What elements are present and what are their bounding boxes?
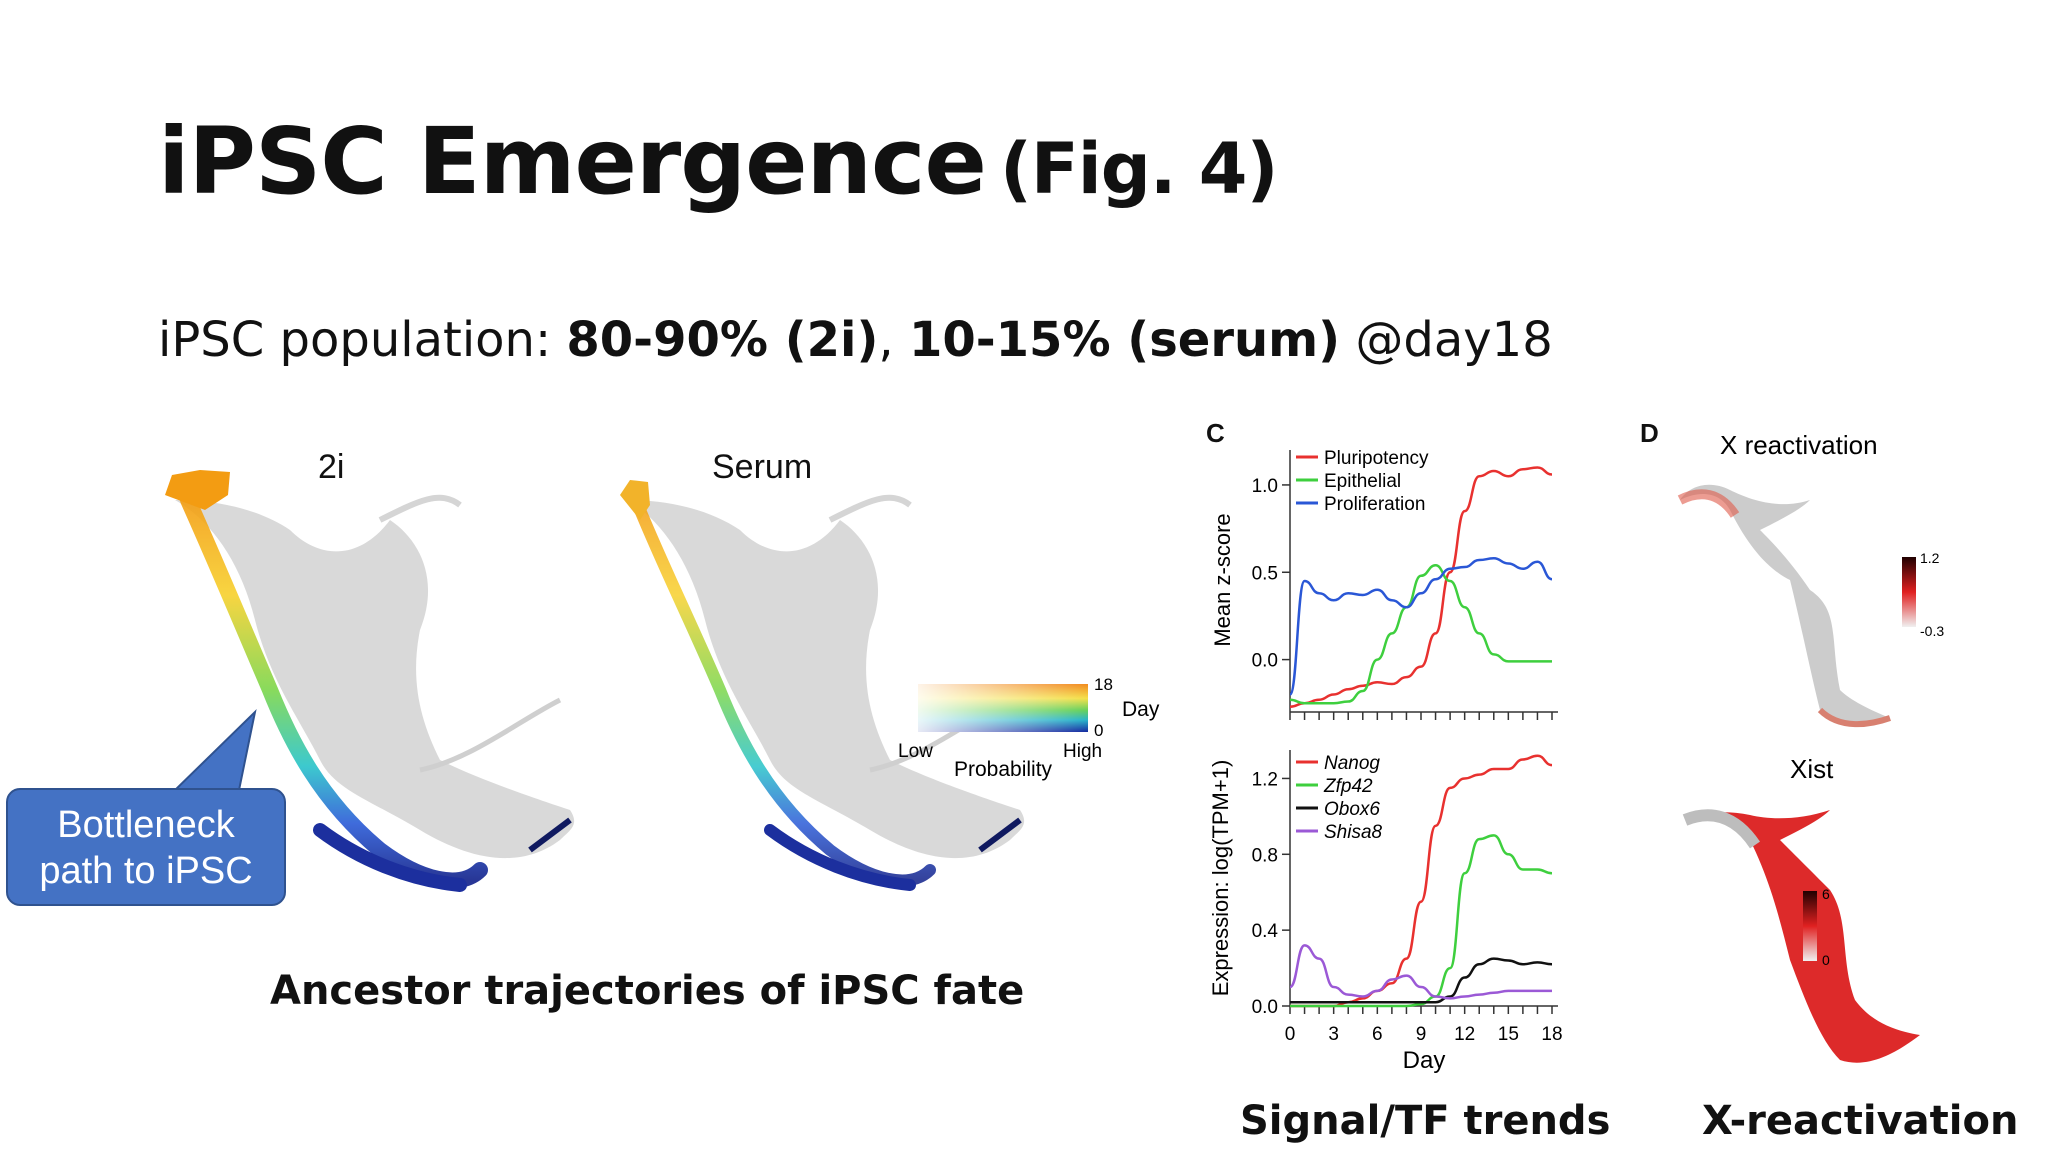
x-reactivation-map: 1.2 -0.3 [1677,484,1944,728]
slide-title-fig: (Fig. 4) [999,128,1279,210]
bottom-x-label: Day [1403,1047,1446,1074]
slide-title: iPSC Emergence (Fig. 4) [158,108,1279,215]
x-tick-label: 0 [1285,1024,1296,1045]
legend-label: Obox6 [1324,799,1380,820]
series-line-epithelial [1289,564,1552,705]
top-y-label: Mean z-score [1210,513,1235,646]
xist-map: 6 0 [1682,809,1920,1063]
y-tick-label: 0.4 [1252,921,1279,942]
top-line-chart: 0.0 0.5 1.0 PluripotencyEpithelialProlifer… [1210,448,1558,720]
panel-d-top-title: X reactivation [1720,430,1878,460]
x-tick-label: 12 [1454,1024,1475,1045]
x-tick-label: 9 [1416,1024,1427,1045]
umap-serum [620,480,1025,891]
bottleneck-callout: Bottleneck path to iPSC [6,788,286,906]
callout-line1: Bottleneck [57,804,235,846]
panel-c-charts: 0.0 0.5 1.0 PluripotencyEpithelialProlifer… [1208,448,1563,1074]
umap-colorbar: 18 0 Day Low High Probability [898,675,1160,781]
series-line-pluripotency [1289,466,1553,709]
subtitle-sep: , [878,312,909,368]
scale-bottom-max: 6 [1822,886,1830,902]
colorbar-bottom: 0 [1094,721,1103,740]
subtitle-serum: 10-15% (serum) [908,312,1341,368]
panel-d-caption: X-reactivation [1702,1098,2019,1144]
legend-label: Zfp42 [1323,776,1373,797]
colorbar-top: 18 [1094,675,1113,694]
top-series [1288,466,1553,709]
colorbar-high: High [1063,741,1102,762]
y-tick-label: 0.8 [1252,845,1278,866]
subtitle-suffix: @day18 [1340,312,1553,368]
series-line-shisa8 [1289,944,1552,1000]
series-line-proliferation [1288,557,1553,696]
top-x-ticks [1289,712,1553,720]
umap-maps: 18 0 Day Low High Probability [165,470,1160,892]
bottom-y-ticks: 0.0 0.4 0.8 1.2 [1252,769,1290,1018]
legend-label: Nanog [1324,753,1380,774]
callout-pointer [167,709,257,796]
x-tick-label: 18 [1541,1024,1562,1045]
y-tick-label: 0.0 [1252,651,1278,672]
y-tick-label: 0.5 [1252,563,1278,584]
panel-d-letter: D [1640,418,1659,448]
x-tick-label: 15 [1498,1024,1519,1045]
y-tick-label: 1.0 [1252,476,1278,497]
subtitle-prefix: iPSC population: [158,312,567,368]
scale-top-min: -0.3 [1920,623,1944,639]
umap-2i [165,470,575,892]
bottom-x-ticks: 0 3 6 9 12 15 18 [1285,1006,1563,1045]
legend-label: Shisa8 [1324,822,1383,843]
colorbar-day: Day [1122,698,1160,721]
slide-title-main: iPSC Emergence [158,108,987,215]
panel-d-bottom-title: Xist [1790,754,1834,784]
y-tick-label: 0.0 [1252,997,1278,1018]
colorbar-probability: Probability [954,758,1053,781]
series-line-zfp42 [1290,834,1553,1008]
panel-c-caption: Signal/TF trends [1240,1098,1611,1144]
bottom-series [1289,754,1553,1008]
colorbar-low: Low [898,741,933,762]
scale-top-max: 1.2 [1920,550,1940,566]
legend-label: Epithelial [1324,471,1401,492]
x-tick-label: 3 [1328,1024,1339,1045]
legend-label: Pluripotency [1324,448,1429,469]
callout-line2: path to iPSC [39,850,253,892]
series-line-obox6 [1290,957,1553,1004]
x-tick-label: 6 [1372,1024,1383,1045]
subtitle-2i: 80-90% (2i) [566,312,879,368]
bottom-y-label: Expression: log(TPM+1) [1208,760,1233,997]
y-tick-label: 1.2 [1252,769,1278,790]
umap-2i-label: 2i [318,448,345,486]
slide-subtitle: iPSC population: 80-90% (2i), 10-15% (se… [158,312,1553,368]
legend-label: Proliferation [1324,494,1425,515]
bottom-line-chart: 0.0 0.4 0.8 1.2 0 3 6 9 12 15 18 NanogZfp42Obox6S… [1208,750,1563,1074]
panel-d-maps: X reactivation Xist 1.2 -0.3 6 0 [1677,430,1944,1063]
umap-caption: Ancestor trajectories of iPSC fate [270,968,1025,1014]
scale-bottom-min: 0 [1822,952,1830,968]
top-y-ticks: 0.0 0.5 1.0 [1252,476,1290,672]
umap-serum-label: Serum [712,448,813,486]
panel-c-letter: C [1206,418,1225,448]
